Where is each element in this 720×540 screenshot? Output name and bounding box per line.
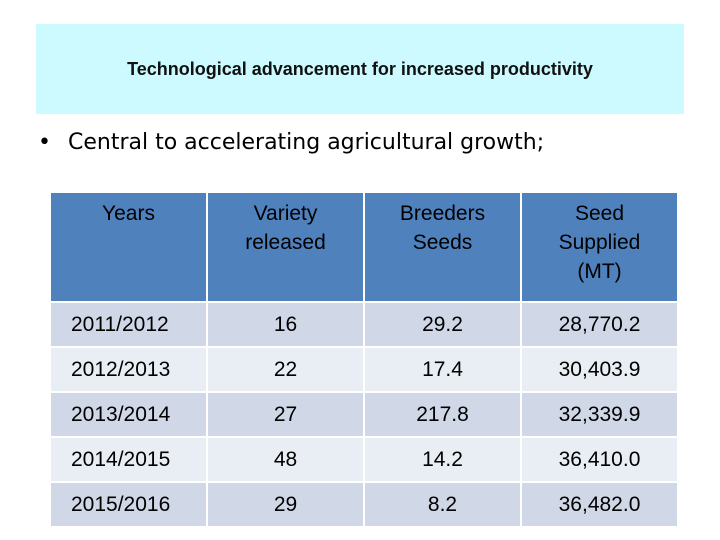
cell-breeders: 8.2 [363, 481, 522, 528]
table-row: 2015/2016 29 8.2 36,482.0 [49, 481, 679, 528]
header-breeders-seeds: Breeders Seeds [363, 191, 522, 303]
cell-year: 2013/2014 [49, 391, 208, 438]
slide-title: Technological advancement for increased … [127, 58, 593, 79]
bullet-marker: • [38, 130, 51, 155]
seed-table: Years Variety released Breeders Seeds Se… [49, 191, 679, 528]
table-header-row: Years Variety released Breeders Seeds Se… [49, 191, 679, 303]
header-seed-supplied-label: Seed Supplied (MT) [558, 202, 641, 283]
cell-supplied: 30,403.9 [520, 346, 679, 393]
bullet-text: Central to accelerating agricultural gro… [68, 130, 545, 155]
table-row: 2012/2013 22 17.4 30,403.9 [49, 346, 679, 393]
cell-supplied: 32,339.9 [520, 391, 679, 438]
cell-variety: 27 [206, 391, 365, 438]
bullet-point: • Central to accelerating agricultural g… [38, 130, 544, 155]
cell-variety: 22 [206, 346, 365, 393]
cell-breeders: 17.4 [363, 346, 522, 393]
title-banner: Technological advancement for increased … [36, 24, 684, 114]
header-seed-supplied: Seed Supplied (MT) [520, 191, 679, 303]
table-row: 2011/2012 16 29.2 28,770.2 [49, 301, 679, 348]
header-breeders-seeds-label: Breeders Seeds [399, 202, 486, 254]
cell-breeders: 14.2 [363, 436, 522, 483]
cell-variety: 29 [206, 481, 365, 528]
table-row: 2013/2014 27 217.8 32,339.9 [49, 391, 679, 438]
table-row: 2014/2015 48 14.2 36,410.0 [49, 436, 679, 483]
header-variety-released: Variety released [206, 191, 365, 303]
cell-year: 2015/2016 [49, 481, 208, 528]
cell-year: 2011/2012 [49, 301, 208, 348]
cell-breeders: 217.8 [363, 391, 522, 438]
cell-variety: 48 [206, 436, 365, 483]
header-variety-released-label: Variety released [245, 202, 326, 254]
cell-year: 2014/2015 [49, 436, 208, 483]
cell-supplied: 36,410.0 [520, 436, 679, 483]
cell-year: 2012/2013 [49, 346, 208, 393]
cell-variety: 16 [206, 301, 365, 348]
cell-supplied: 36,482.0 [520, 481, 679, 528]
header-years: Years [49, 191, 208, 303]
cell-supplied: 28,770.2 [520, 301, 679, 348]
cell-breeders: 29.2 [363, 301, 522, 348]
header-years-label: Years [102, 202, 155, 225]
